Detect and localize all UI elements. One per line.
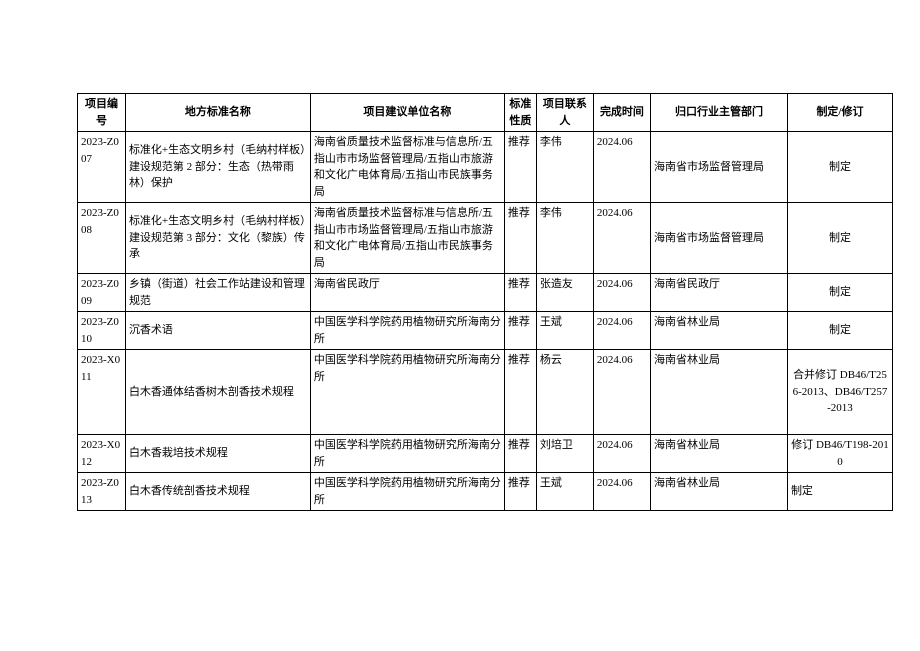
cell-nature: 推荐 (504, 435, 536, 473)
cell-dept: 海南省民政厅 (650, 274, 787, 312)
cell-time: 2024.06 (593, 350, 650, 435)
cell-rev: 修订 DB46/T198-2010 (787, 435, 892, 473)
cell-name: 标准化+生态文明乡村（毛纳村样板）建设规范第 3 部分：文化（黎族）传承 (125, 203, 310, 274)
cell-contact: 杨云 (536, 350, 593, 435)
cell-name: 乡镇（街道）社会工作站建设和管理规范 (125, 274, 310, 312)
cell-unit: 海南省质量技术监督标准与信息所/五指山市市场监督管理局/五指山市旅游和文化广电体… (310, 132, 504, 203)
table-row: 2023-Z010沉香术语中国医学科学院药用植物研究所海南分所推荐王斌2024.… (78, 312, 893, 350)
cell-time: 2024.06 (593, 435, 650, 473)
cell-dept: 海南省市场监督管理局 (650, 203, 787, 274)
cell-dept: 海南省市场监督管理局 (650, 132, 787, 203)
col-header-dept: 归口行业主管部门 (650, 94, 787, 132)
col-header-contact: 项目联系人 (536, 94, 593, 132)
table-header: 项目编号 地方标准名称 项目建议单位名称 标准性质 项目联系人 完成时间 归口行… (78, 94, 893, 132)
cell-dept: 海南省林业局 (650, 350, 787, 435)
cell-unit: 中国医学科学院药用植物研究所海南分所 (310, 312, 504, 350)
cell-time: 2024.06 (593, 312, 650, 350)
cell-dept: 海南省林业局 (650, 473, 787, 511)
table-row: 2023-X012白木香栽培技术规程中国医学科学院药用植物研究所海南分所推荐刘培… (78, 435, 893, 473)
cell-unit: 中国医学科学院药用植物研究所海南分所 (310, 350, 504, 435)
cell-time: 2024.06 (593, 132, 650, 203)
cell-name: 白木香通体结香树木剖香技术规程 (125, 350, 310, 435)
cell-id: 2023-X012 (78, 435, 126, 473)
col-header-time: 完成时间 (593, 94, 650, 132)
table-row: 2023-Z008标准化+生态文明乡村（毛纳村样板）建设规范第 3 部分：文化（… (78, 203, 893, 274)
cell-unit: 海南省质量技术监督标准与信息所/五指山市市场监督管理局/五指山市旅游和文化广电体… (310, 203, 504, 274)
cell-unit: 中国医学科学院药用植物研究所海南分所 (310, 435, 504, 473)
cell-dept: 海南省林业局 (650, 312, 787, 350)
table-row: 2023-Z007标准化+生态文明乡村（毛纳村样板）建设规范第 2 部分：生态（… (78, 132, 893, 203)
cell-rev: 制定 (787, 312, 892, 350)
cell-rev: 制定 (787, 473, 892, 511)
cell-contact: 王斌 (536, 312, 593, 350)
cell-nature: 推荐 (504, 132, 536, 203)
cell-id: 2023-Z007 (78, 132, 126, 203)
col-header-unit: 项目建议单位名称 (310, 94, 504, 132)
cell-nature: 推荐 (504, 203, 536, 274)
cell-nature: 推荐 (504, 312, 536, 350)
cell-contact: 刘培卫 (536, 435, 593, 473)
cell-name: 沉香术语 (125, 312, 310, 350)
cell-rev: 制定 (787, 132, 892, 203)
cell-unit: 海南省民政厅 (310, 274, 504, 312)
table-header-row: 项目编号 地方标准名称 项目建议单位名称 标准性质 项目联系人 完成时间 归口行… (78, 94, 893, 132)
cell-id: 2023-X011 (78, 350, 126, 435)
cell-id: 2023-Z009 (78, 274, 126, 312)
cell-time: 2024.06 (593, 203, 650, 274)
page: 项目编号 地方标准名称 项目建议单位名称 标准性质 项目联系人 完成时间 归口行… (0, 0, 920, 651)
cell-name: 标准化+生态文明乡村（毛纳村样板）建设规范第 2 部分：生态（热带雨林）保护 (125, 132, 310, 203)
cell-rev: 制定 (787, 203, 892, 274)
col-header-rev: 制定/修订 (787, 94, 892, 132)
table-row: 2023-Z013白木香传统剖香技术规程中国医学科学院药用植物研究所海南分所推荐… (78, 473, 893, 511)
table-row: 2023-Z009乡镇（街道）社会工作站建设和管理规范海南省民政厅推荐张造友20… (78, 274, 893, 312)
cell-contact: 王斌 (536, 473, 593, 511)
cell-unit: 中国医学科学院药用植物研究所海南分所 (310, 473, 504, 511)
cell-contact: 李伟 (536, 132, 593, 203)
cell-name: 白木香栽培技术规程 (125, 435, 310, 473)
cell-id: 2023-Z013 (78, 473, 126, 511)
cell-name: 白木香传统剖香技术规程 (125, 473, 310, 511)
cell-contact: 张造友 (536, 274, 593, 312)
cell-nature: 推荐 (504, 350, 536, 435)
col-header-name: 地方标准名称 (125, 94, 310, 132)
table-row: 2023-X011白木香通体结香树木剖香技术规程中国医学科学院药用植物研究所海南… (78, 350, 893, 435)
standards-table: 项目编号 地方标准名称 项目建议单位名称 标准性质 项目联系人 完成时间 归口行… (77, 93, 893, 511)
cell-id: 2023-Z010 (78, 312, 126, 350)
col-header-nature: 标准性质 (504, 94, 536, 132)
cell-rev: 合并修订 DB46/T256-2013、DB46/T257-2013 (787, 350, 892, 435)
col-header-id: 项目编号 (78, 94, 126, 132)
cell-id: 2023-Z008 (78, 203, 126, 274)
cell-time: 2024.06 (593, 274, 650, 312)
cell-contact: 李伟 (536, 203, 593, 274)
cell-nature: 推荐 (504, 274, 536, 312)
cell-dept: 海南省林业局 (650, 435, 787, 473)
cell-rev: 制定 (787, 274, 892, 312)
cell-time: 2024.06 (593, 473, 650, 511)
cell-nature: 推荐 (504, 473, 536, 511)
table-body: 2023-Z007标准化+生态文明乡村（毛纳村样板）建设规范第 2 部分：生态（… (78, 132, 893, 511)
